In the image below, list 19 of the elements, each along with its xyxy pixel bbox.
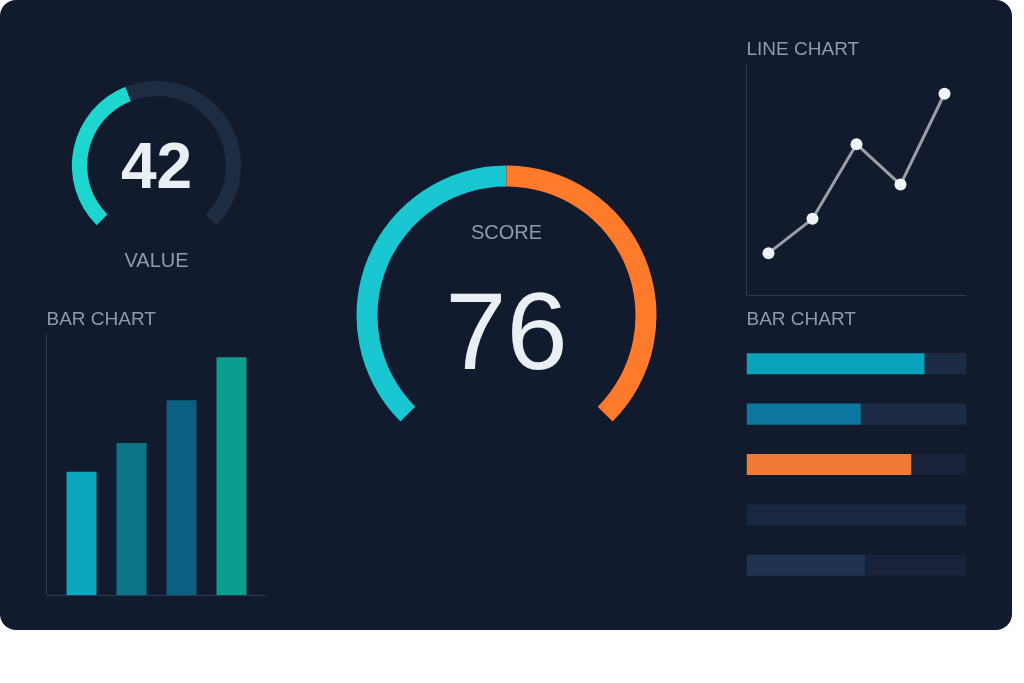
bar bbox=[746, 554, 866, 576]
bar bbox=[746, 453, 912, 476]
bar bbox=[911, 453, 967, 476]
chart-title: BAR CHART bbox=[746, 307, 857, 329]
bar bbox=[116, 443, 147, 596]
text: VALUE bbox=[124, 248, 189, 271]
bar bbox=[166, 400, 197, 596]
text: 42 bbox=[120, 130, 193, 202]
chart-title: BAR CHART bbox=[46, 307, 157, 329]
bar bbox=[66, 471, 97, 596]
text: SCORE bbox=[470, 221, 543, 244]
bar bbox=[746, 403, 861, 425]
bar bbox=[216, 357, 247, 596]
bar bbox=[860, 403, 967, 425]
bar bbox=[924, 353, 967, 375]
bar bbox=[746, 353, 925, 375]
chart-title: LINE CHART bbox=[746, 37, 860, 59]
text: 76 bbox=[445, 268, 568, 392]
bar bbox=[865, 554, 967, 576]
